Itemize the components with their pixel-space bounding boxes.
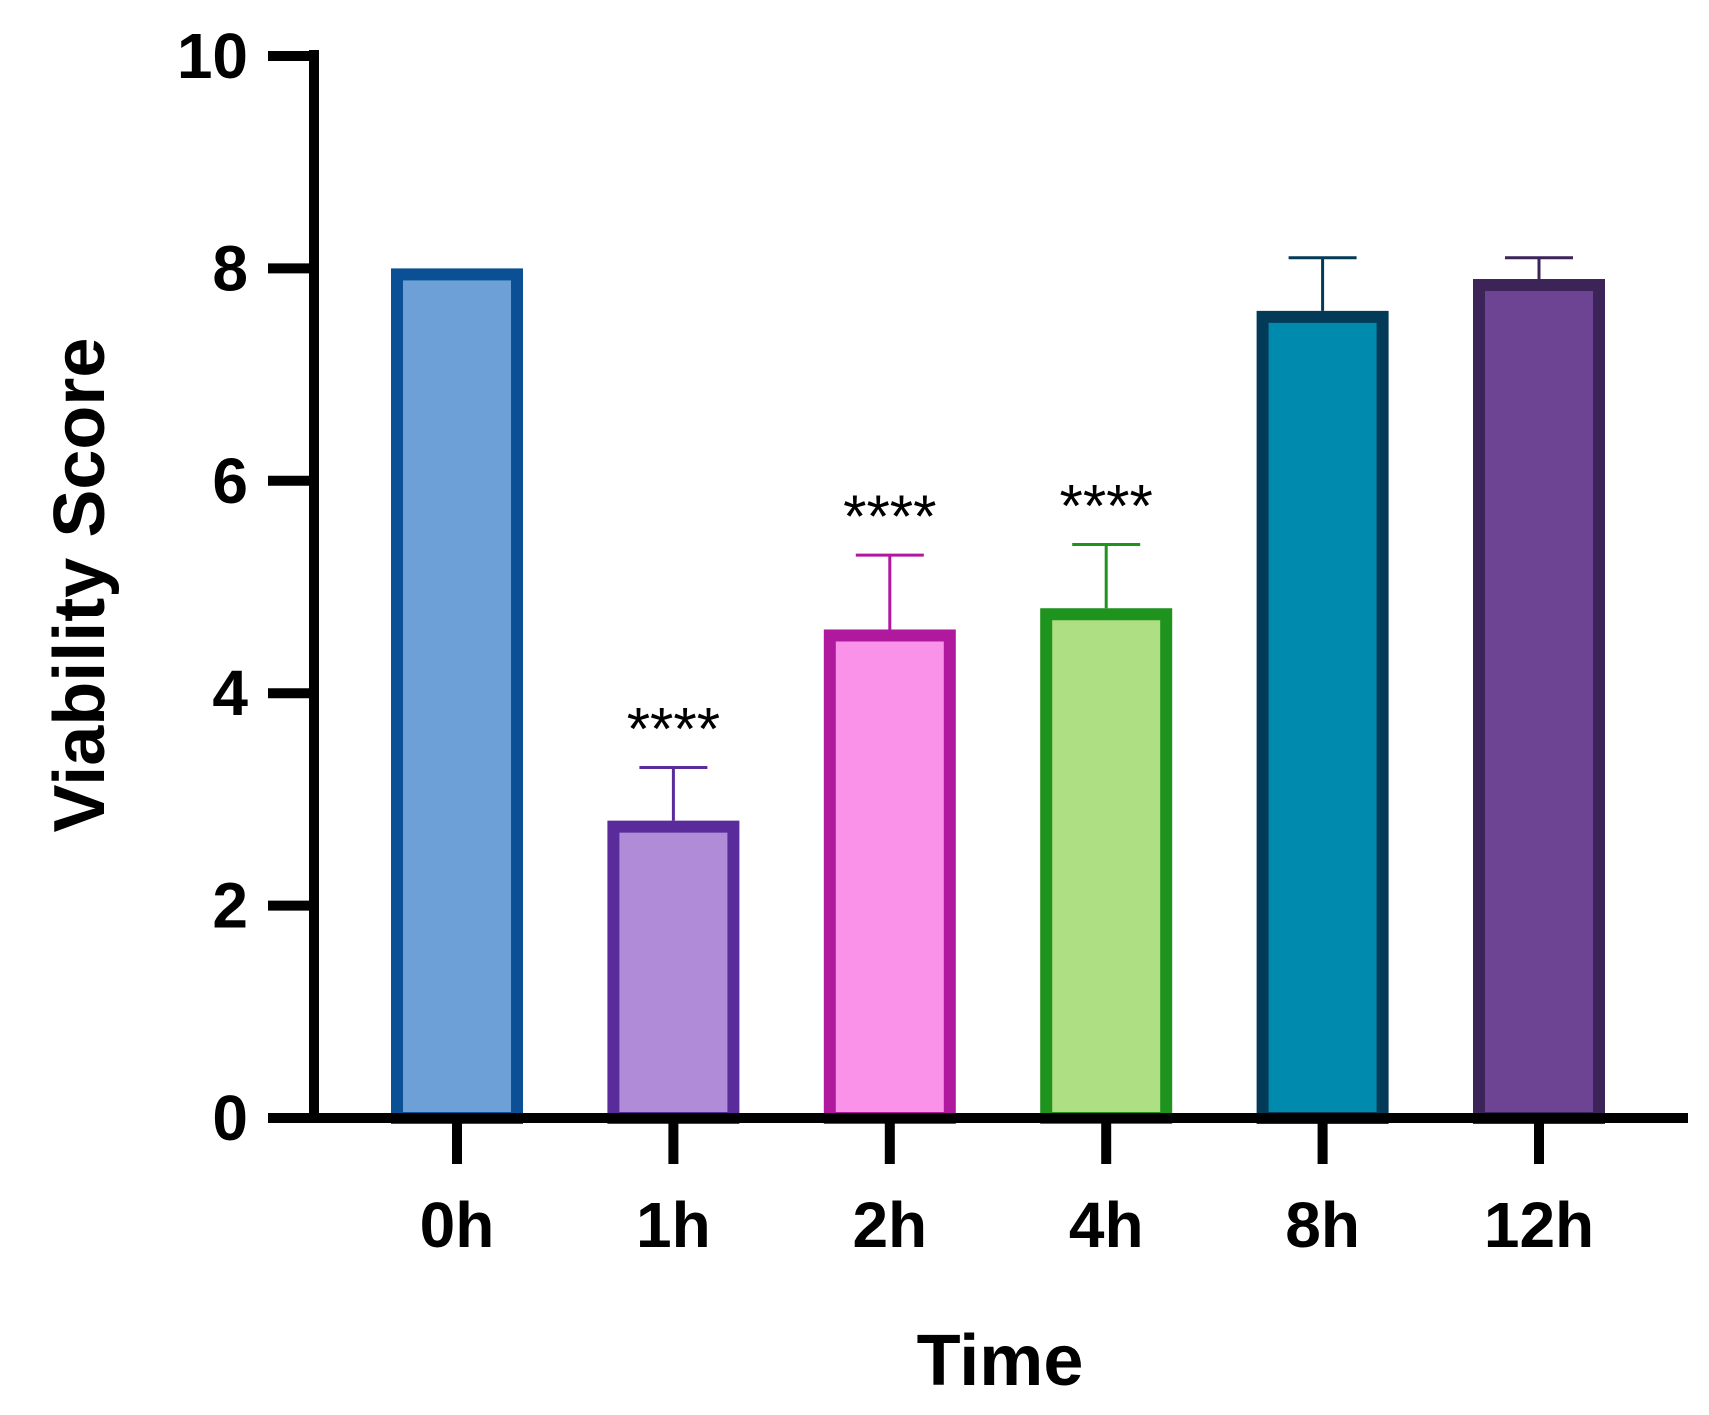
y-tick-label: 2 — [212, 870, 248, 942]
x-tick-label: 4h — [1069, 1189, 1144, 1261]
x-axis-title: Time — [917, 1321, 1084, 1401]
x-tick-label: 12h — [1484, 1189, 1594, 1261]
y-tick-label: 0 — [212, 1082, 248, 1154]
significance-label-1h: **** — [627, 696, 720, 763]
x-tick-label: 2h — [852, 1189, 927, 1261]
significance-label-4h: **** — [1059, 473, 1152, 540]
bars — [391, 268, 1605, 1124]
y-tick-label: 10 — [177, 20, 248, 92]
y-tick-label: 4 — [212, 657, 248, 729]
y-axis-title: Viability Score — [40, 338, 120, 833]
x-tick-label: 1h — [636, 1189, 711, 1261]
error-bars — [639, 256, 1573, 821]
x-tick-label: 8h — [1285, 1189, 1360, 1261]
bar-12h — [1473, 279, 1605, 1124]
y-tick-label: 8 — [212, 232, 248, 304]
significance-label-2h: **** — [843, 483, 936, 550]
x-tick-label: 0h — [420, 1189, 495, 1261]
x-axis-ticks: 0h 1h 2h 4h 8h 12h — [420, 1118, 1594, 1261]
y-axis-ticks: 0 2 4 6 8 10 — [177, 20, 314, 1154]
significance-labels: **** **** **** — [627, 473, 1153, 763]
y-tick-label: 6 — [212, 445, 248, 517]
bar-4h — [1040, 608, 1173, 1124]
bar-8h — [1256, 310, 1389, 1124]
bar-1h — [607, 820, 740, 1124]
bar-0h — [391, 268, 523, 1124]
axes — [268, 50, 1688, 1123]
bar-2h — [823, 629, 956, 1124]
